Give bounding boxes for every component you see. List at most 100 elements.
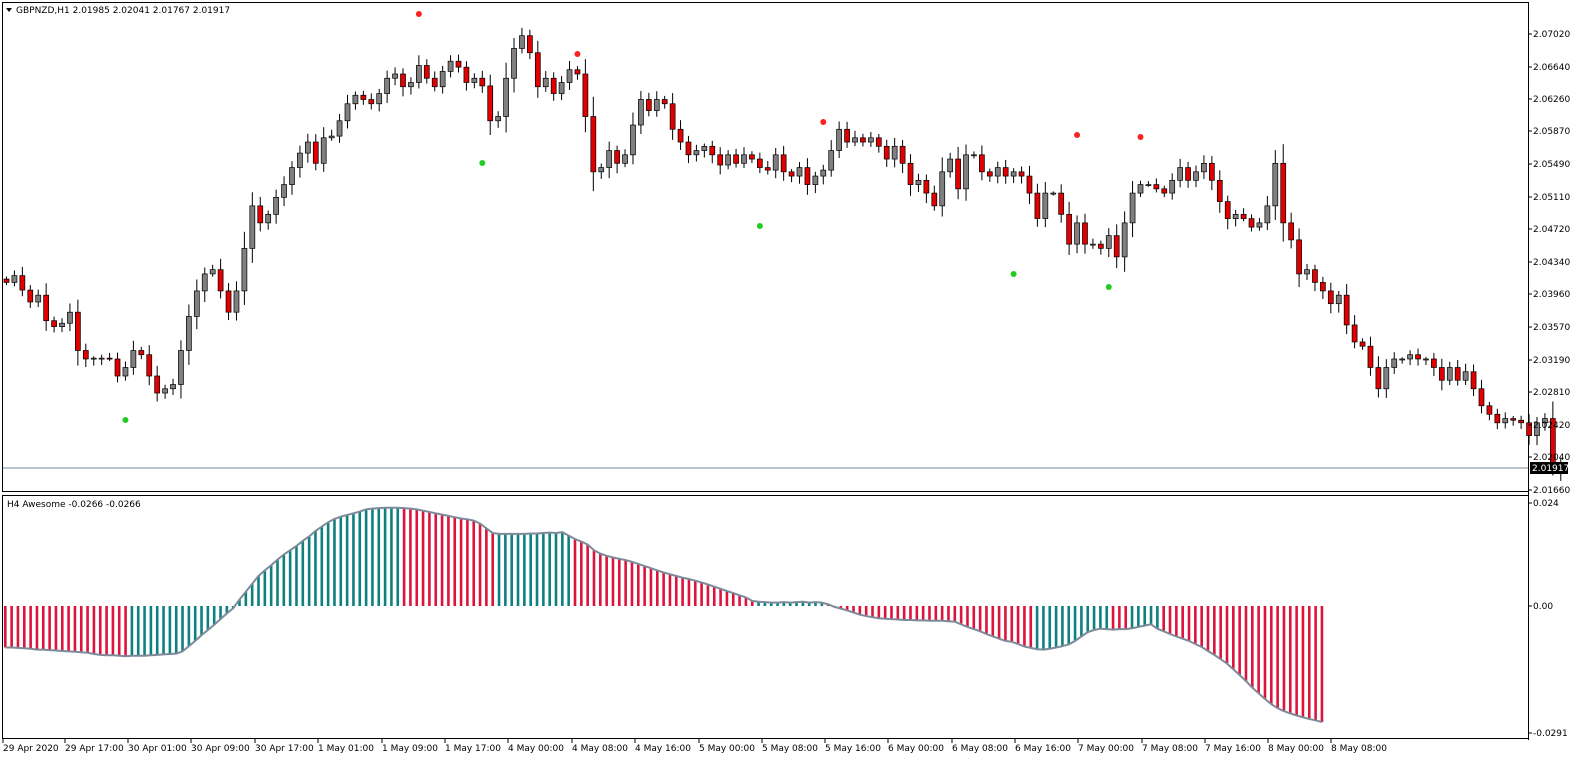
candle (408, 77, 414, 95)
ao-bar (890, 606, 893, 620)
candle (1256, 217, 1263, 231)
candle (51, 316, 57, 333)
ao-bar (1130, 606, 1134, 629)
candle (1193, 165, 1199, 188)
time-label: 5 May 00:00 (699, 744, 755, 754)
fractal-down (756, 223, 763, 229)
ao-bar (1276, 606, 1279, 709)
time-label: 7 May 08:00 (1142, 744, 1198, 754)
candle (661, 95, 668, 109)
ao-bar (953, 606, 957, 622)
candle (257, 196, 264, 232)
candle (986, 168, 993, 182)
time-label: 6 May 00:00 (888, 744, 944, 754)
ao-bar (1263, 606, 1267, 699)
ao-bar (928, 606, 931, 621)
ao-bar (1029, 606, 1033, 648)
ao-bar (54, 606, 58, 651)
candle (241, 231, 248, 305)
candle (622, 149, 628, 168)
candle (725, 150, 731, 170)
candle (320, 127, 327, 172)
ao-bar (1257, 606, 1260, 694)
candle (178, 340, 184, 399)
candle (685, 135, 692, 164)
candle (630, 112, 636, 165)
time-label: 30 Apr 17:00 (255, 744, 314, 754)
candle (154, 365, 161, 402)
ao-bar (902, 606, 906, 620)
ao-bar (193, 606, 197, 641)
price-tick: 2.03190 (1533, 356, 1570, 366)
ao-bar (257, 575, 260, 606)
ao-bar (1099, 606, 1102, 629)
ao-bar (573, 539, 577, 606)
ao-bar (79, 606, 83, 653)
fractal-up (1137, 134, 1144, 140)
candle (1446, 361, 1453, 386)
ao-bar (1168, 606, 1172, 634)
ao-bar (92, 606, 96, 655)
candle (955, 146, 961, 200)
candle (1359, 338, 1366, 350)
indicator-tick: -0.0291 (1533, 729, 1568, 739)
candle (717, 147, 724, 175)
ao-bar (1042, 606, 1045, 650)
ao-bar (187, 606, 191, 647)
candle (400, 68, 406, 97)
ao-bar (801, 601, 805, 606)
ao-outline (5, 506, 1323, 724)
time-label: 7 May 16:00 (1205, 744, 1261, 754)
candle (1534, 417, 1540, 446)
ao-bar (301, 540, 305, 606)
ao-bar (1238, 606, 1241, 675)
ao-bar (1073, 606, 1077, 641)
candle (566, 61, 573, 90)
ao-bar (1143, 606, 1146, 626)
candle (558, 75, 565, 101)
candle (1058, 184, 1065, 223)
ao-bar (725, 590, 729, 606)
ao-bar (915, 606, 919, 621)
ao-bar (909, 606, 912, 620)
time-label: 4 May 00:00 (508, 744, 564, 754)
ao-bar (1016, 606, 1020, 644)
candle (606, 141, 613, 179)
candle (1185, 161, 1191, 188)
candle (1454, 360, 1461, 386)
ao-bar (1187, 606, 1191, 641)
time-label: 29 Apr 2020 (3, 744, 59, 754)
candle (1097, 240, 1104, 255)
ao-bar (877, 606, 881, 619)
candle (1304, 263, 1310, 281)
candle (1510, 415, 1517, 426)
ao-bar (611, 557, 615, 606)
ao-bar (250, 583, 254, 606)
candle (27, 284, 34, 308)
candle (1391, 352, 1398, 374)
candle (1470, 364, 1477, 396)
fractal-up (1074, 132, 1081, 138)
candle (772, 148, 779, 179)
time-label: 6 May 08:00 (952, 744, 1008, 754)
chevron-down-icon[interactable] (6, 8, 12, 12)
price-tick: 2.02040 (1533, 453, 1570, 463)
candle (1145, 181, 1152, 187)
ao-bar (1061, 606, 1064, 647)
ao-bar (295, 545, 298, 606)
ao-bar (1124, 606, 1128, 630)
chart-title: GBPNZD,H1 2.01985 2.02041 2.01767 2.0191… (16, 6, 230, 16)
ao-bar (1111, 606, 1115, 630)
ao-bar (1314, 606, 1317, 721)
candle (392, 67, 398, 86)
candle (1494, 408, 1501, 430)
candle (979, 145, 985, 181)
candle (1399, 357, 1406, 364)
candle (1415, 348, 1421, 366)
ao-bar (1244, 606, 1248, 682)
candle (455, 54, 462, 73)
candle (1383, 359, 1390, 398)
ao-bar (1282, 606, 1286, 712)
candle (1002, 159, 1009, 184)
candle (1113, 224, 1120, 269)
